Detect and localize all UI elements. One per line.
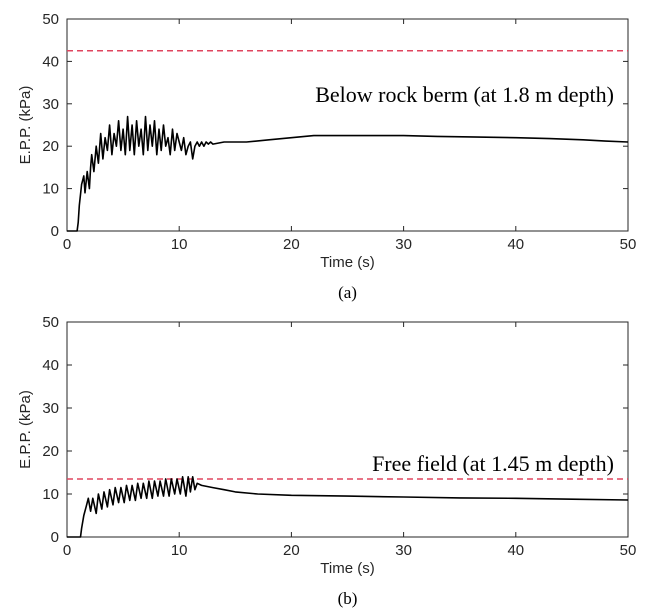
y-axis-title: E.P.P. (kPa) xyxy=(17,390,34,469)
y-tick-label: 30 xyxy=(42,400,59,417)
x-tick-label: 50 xyxy=(620,236,637,253)
panel-annotation: Free field (at 1.45 m depth) xyxy=(372,451,614,476)
y-tick-label: 40 xyxy=(42,53,59,70)
x-tick-label: 0 xyxy=(63,236,71,253)
panel-annotation: Below rock berm (at 1.8 m depth) xyxy=(315,82,614,107)
x-tick-label: 40 xyxy=(507,542,524,559)
y-tick-label: 20 xyxy=(42,443,59,460)
x-tick-label: 10 xyxy=(171,542,188,559)
x-tick-label: 30 xyxy=(395,542,412,559)
y-tick-label: 20 xyxy=(42,138,59,155)
x-tick-label: 0 xyxy=(63,542,71,559)
x-tick-label: 20 xyxy=(283,236,300,253)
series-line xyxy=(67,475,629,538)
panel-b: 0 10 20 30 40 50 0 10 20 30 40 50 Time (s) E.P.P. (kP… xyxy=(17,314,636,608)
x-axis-title: Time (s) xyxy=(320,560,374,577)
y-tick-label: 10 xyxy=(42,486,59,503)
series-line xyxy=(67,115,629,232)
plot-area xyxy=(66,321,629,538)
y-axis-title: E.P.P. (kPa) xyxy=(17,86,34,165)
y-tick-label: 0 xyxy=(51,529,59,546)
panel-caption: (a) xyxy=(338,283,357,302)
y-tick-label: 10 xyxy=(42,181,59,198)
y-tick-label: 40 xyxy=(42,357,59,374)
x-tick-label: 20 xyxy=(283,542,300,559)
x-tick-label: 10 xyxy=(171,236,188,253)
panel-a: 0 10 20 30 40 50 0 10 20 30 40 50 Time (s) E.P.P. (kP… xyxy=(17,11,636,302)
panel-caption: (b) xyxy=(338,589,358,608)
x-axis-title: Time (s) xyxy=(320,254,374,271)
y-tick-label: 50 xyxy=(42,11,59,28)
y-tick-label: 0 xyxy=(51,223,59,240)
x-tick-label: 30 xyxy=(395,236,412,253)
y-tick-label: 50 xyxy=(42,314,59,331)
y-tick-label: 30 xyxy=(42,96,59,113)
plot-area xyxy=(66,18,629,232)
x-tick-label: 50 xyxy=(620,542,637,559)
x-tick-label: 40 xyxy=(507,236,524,253)
